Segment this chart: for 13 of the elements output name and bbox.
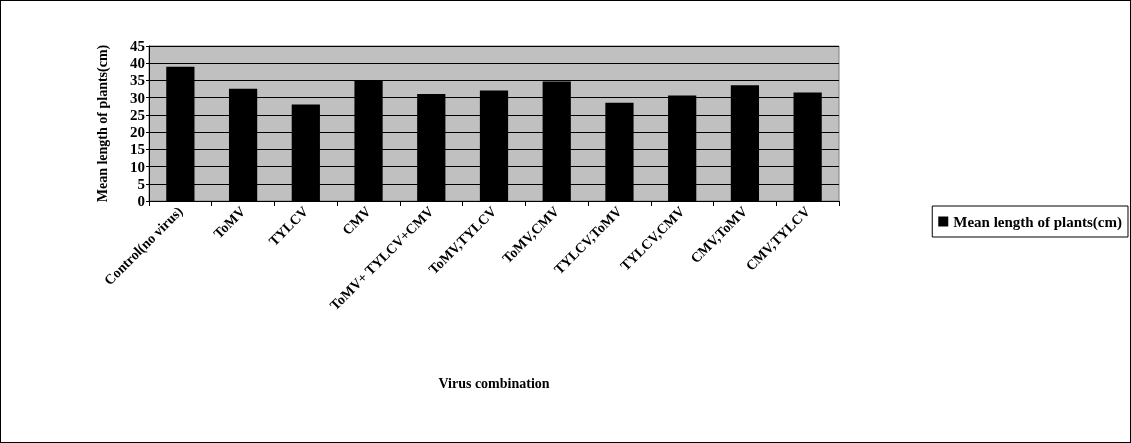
y-axis-title: Mean length of plants(cm) bbox=[94, 44, 111, 203]
y-tick-label: 25 bbox=[130, 106, 145, 123]
legend-label: Mean length of plants(cm) bbox=[953, 213, 1123, 231]
y-tick-label: 5 bbox=[137, 175, 145, 192]
y-tick-label: 0 bbox=[137, 193, 145, 209]
x-axis-title: Virus combination bbox=[438, 375, 550, 391]
y-tick-label: 40 bbox=[130, 55, 145, 72]
y-tick-label: 15 bbox=[130, 141, 145, 158]
y-tick-label: 35 bbox=[130, 72, 145, 89]
y-tick-label: 45 bbox=[130, 38, 145, 54]
y-tick-label: 30 bbox=[130, 89, 145, 106]
y-tick-label: 20 bbox=[130, 124, 145, 141]
y-tick-label: 10 bbox=[130, 158, 145, 175]
